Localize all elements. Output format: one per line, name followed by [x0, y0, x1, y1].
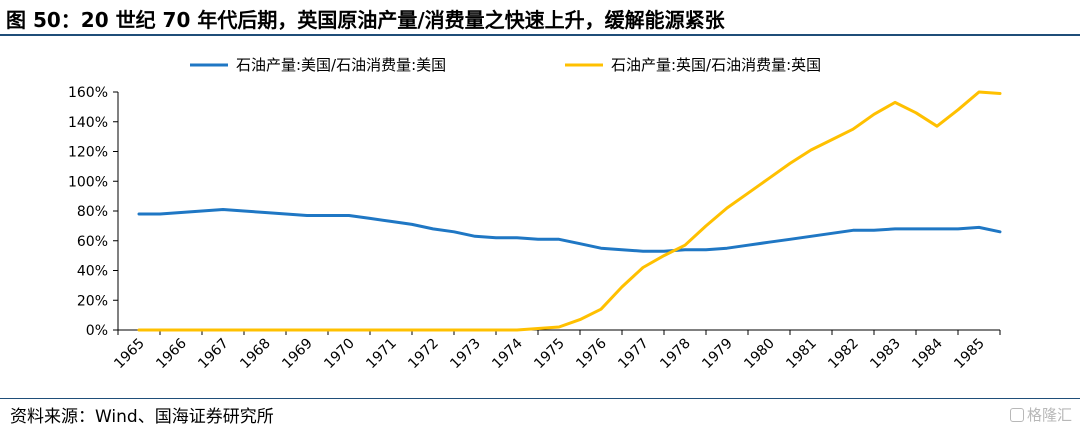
x-tick-label: 1969	[279, 336, 316, 373]
watermark-text: 格隆汇	[1026, 406, 1072, 424]
series-lines	[137, 90, 1002, 332]
x-tick-label: 1979	[699, 336, 736, 373]
x-tick-label: 1976	[573, 335, 610, 372]
x-tick-label: 1965	[111, 336, 148, 373]
x-tick-label: 1980	[741, 336, 778, 373]
x-tick-label: 1982	[825, 336, 862, 373]
x-tick-label: 1983	[867, 336, 904, 373]
x-tick-label: 1970	[321, 336, 358, 373]
y-tick-label: 140%	[68, 115, 108, 131]
x-axis: 1965 1966 1967 1968 1969 1970 1971 1972 1973 1974…	[111, 329, 1001, 373]
x-tick-label: 1973	[447, 336, 484, 373]
y-tick-label: 80%	[77, 204, 108, 220]
y-tick-label: 60%	[77, 234, 108, 250]
figure-title: 图 50：20 世纪 70 年代后期，英国原油产量/消费量之快速上升，缓解能源紧…	[6, 8, 725, 32]
source-note: 资料来源：Wind、国海证券研究所	[10, 407, 274, 427]
title-bar: 图 50：20 世纪 70 年代后期，英国原油产量/消费量之快速上升，缓解能源紧…	[0, 0, 1080, 36]
x-tick-label: 1985	[951, 336, 988, 373]
x-tick-label: 1977	[615, 336, 652, 373]
y-tick-label: 0%	[86, 323, 108, 339]
legend: 石油产量:美国/石油消费量:美国 石油产量:英国/石油消费量:英国	[190, 56, 821, 74]
y-tick-label: 160%	[68, 85, 108, 101]
series-line-1	[137, 208, 1002, 253]
watermark: 格隆汇	[1009, 404, 1072, 425]
x-tick-label: 1981	[783, 336, 820, 373]
legend-label-2: 石油产量:英国/石油消费量:英国	[611, 56, 821, 74]
x-tick-label: 1972	[405, 336, 442, 373]
series-line-2	[137, 90, 1002, 332]
x-tick-label: 1975	[531, 336, 568, 373]
x-tick-label: 1966	[153, 335, 190, 372]
x-tick-label: 1967	[195, 336, 232, 373]
chart-area: 石油产量:美国/石油消费量:美国 石油产量:英国/石油消费量:英国 0% 20% 40…	[0, 36, 1080, 398]
y-tick-label: 100%	[68, 174, 108, 190]
x-tick-label: 1984	[909, 335, 946, 372]
y-axis: 0% 20% 40% 60% 80% 100% 120% 140% 160%	[68, 85, 119, 339]
line-chart: 石油产量:美国/石油消费量:美国 石油产量:英国/石油消费量:英国 0% 20% 40…	[68, 56, 1002, 373]
y-tick-label: 120%	[68, 145, 108, 161]
legend-label-1: 石油产量:美国/石油消费量:美国	[236, 56, 446, 74]
y-tick-label: 20%	[77, 293, 108, 309]
footer: 资料来源：Wind、国海证券研究所 格隆汇	[0, 398, 1080, 428]
x-tick-label: 1968	[237, 336, 274, 373]
x-tick-label: 1974	[489, 335, 526, 372]
x-tick-label: 1971	[363, 336, 400, 373]
x-tick-label: 1978	[657, 336, 694, 373]
y-tick-label: 40%	[77, 264, 108, 280]
watermark-logo-icon	[1009, 407, 1024, 422]
